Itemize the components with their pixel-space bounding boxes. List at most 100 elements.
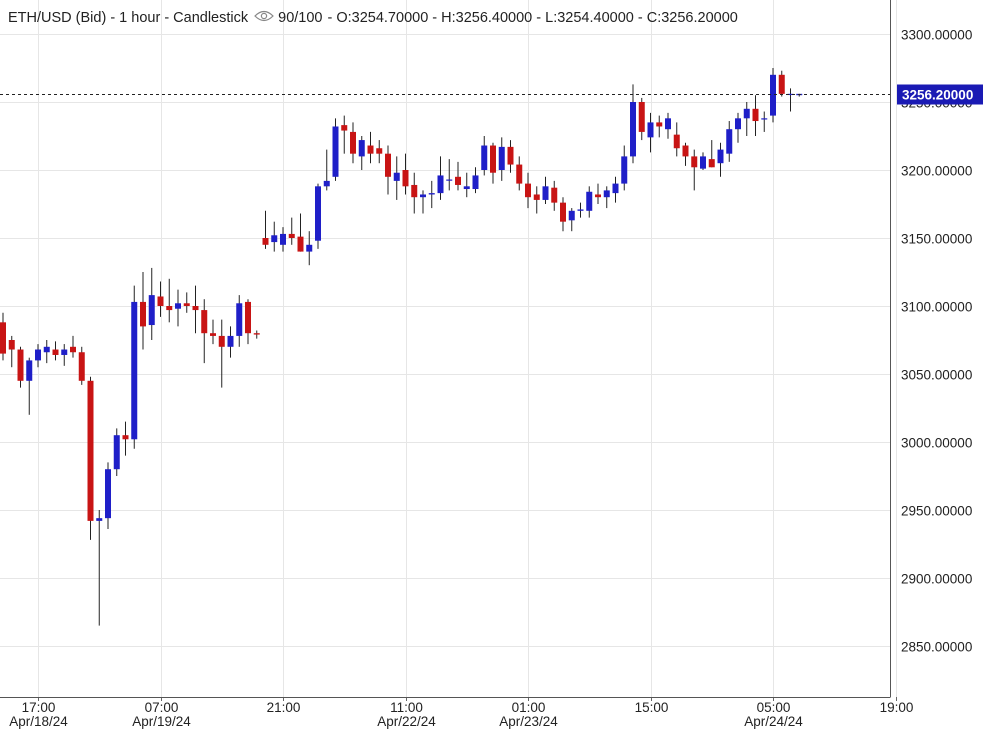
- candle: [525, 172, 531, 209]
- grid: [0, 0, 897, 697]
- candle: [533, 186, 540, 214]
- candle: [166, 278, 173, 323]
- candle: [735, 112, 741, 143]
- candle: [463, 172, 470, 198]
- candle: [586, 186, 593, 218]
- candle: [140, 272, 146, 350]
- candle: [367, 131, 374, 164]
- candle: [43, 340, 50, 364]
- candle: [210, 319, 216, 345]
- candle: [35, 344, 41, 368]
- candle: [131, 285, 138, 449]
- candle: [621, 145, 628, 191]
- candle: [157, 281, 164, 317]
- candle: [402, 153, 409, 195]
- candle: [682, 142, 689, 166]
- candle: [411, 172, 418, 214]
- candle: [70, 335, 76, 358]
- x-date-label: Apr/23/24: [499, 714, 558, 729]
- last-price-tag: [897, 84, 983, 105]
- candle: [52, 341, 59, 361]
- candle: [472, 167, 479, 194]
- candle: [603, 186, 610, 209]
- x-tick-label: 01:00: [512, 700, 546, 715]
- candle: [306, 231, 313, 266]
- y-tick-label: 2950.00000: [901, 504, 972, 519]
- candle: [271, 221, 278, 252]
- candle: [393, 156, 400, 200]
- x-tick-label: 19:00: [880, 700, 914, 715]
- candle: [8, 335, 15, 368]
- y-tick-label: 3200.00000: [901, 164, 972, 179]
- x-tick-label: 07:00: [145, 700, 179, 715]
- candle: [787, 88, 794, 112]
- candle: [761, 111, 768, 132]
- candle: [752, 95, 759, 136]
- candle: [148, 267, 155, 340]
- candle: [96, 510, 103, 626]
- candles: [0, 68, 803, 626]
- symbol-label: ETH/USD (Bid) - 1 hour - Candlestick: [8, 10, 249, 26]
- x-date-label: Apr/22/24: [377, 714, 436, 729]
- candle: [183, 292, 190, 313]
- candle: [376, 140, 383, 164]
- candle: [218, 319, 225, 388]
- y-tick-label: 3300.00000: [901, 28, 972, 43]
- x-date-label: Apr/18/24: [9, 714, 68, 729]
- zoom-level: 90/100: [278, 10, 323, 26]
- candle: [455, 161, 461, 191]
- candle: [717, 142, 724, 177]
- y-tick-label: 3000.00000: [901, 436, 972, 451]
- y-tick-label: 2850.00000: [901, 640, 972, 655]
- candle: [332, 118, 339, 181]
- ohlc-readout: - O:3254.70000 - H:3256.40000 - L:3254.4…: [327, 10, 738, 26]
- candle: [778, 70, 785, 97]
- candle: [358, 136, 365, 170]
- x-date-label: Apr/19/24: [132, 714, 191, 729]
- candle: [647, 112, 654, 153]
- candle: [551, 180, 558, 211]
- candle: [665, 112, 671, 139]
- candle: [253, 330, 260, 339]
- candle: [113, 428, 120, 476]
- candle: [280, 227, 286, 252]
- candle: [122, 421, 129, 456]
- x-tick-label: 17:00: [22, 700, 56, 715]
- candle: [638, 97, 645, 141]
- chart-header: ETH/USD (Bid) - 1 hour - Candlestick 90/…: [8, 10, 738, 26]
- x-date-label: Apr/24/24: [744, 714, 803, 729]
- candle: [227, 326, 234, 358]
- candle: [288, 217, 295, 245]
- candle: [0, 312, 6, 361]
- candle: [297, 213, 304, 252]
- candle: [420, 190, 426, 214]
- x-tick-label: 11:00: [390, 700, 423, 715]
- candle: [560, 197, 566, 232]
- candle: [236, 295, 243, 347]
- last-price-label: 3256.20000: [902, 88, 973, 103]
- candle: [437, 156, 444, 200]
- candle: [26, 357, 33, 415]
- candle: [595, 183, 601, 204]
- candle: [175, 289, 181, 327]
- candle: [630, 84, 636, 164]
- candle: [385, 145, 391, 195]
- candle: [700, 152, 706, 170]
- last-price-marker: 3256.20000: [0, 84, 983, 105]
- candle: [568, 208, 575, 232]
- candle: [262, 210, 269, 249]
- x-tick-label: 15:00: [635, 700, 669, 715]
- candle: [78, 346, 85, 385]
- candle: [341, 115, 348, 154]
- candle: [726, 121, 733, 162]
- candle: [105, 462, 111, 530]
- axes: 3300.000003250.000003200.000003150.00000…: [0, 0, 972, 729]
- candle: [577, 202, 584, 218]
- candle: [708, 140, 715, 168]
- candle: [516, 156, 523, 191]
- candle: [691, 149, 698, 191]
- eye-icon[interactable]: [254, 10, 274, 26]
- x-tick-label: 05:00: [757, 700, 791, 715]
